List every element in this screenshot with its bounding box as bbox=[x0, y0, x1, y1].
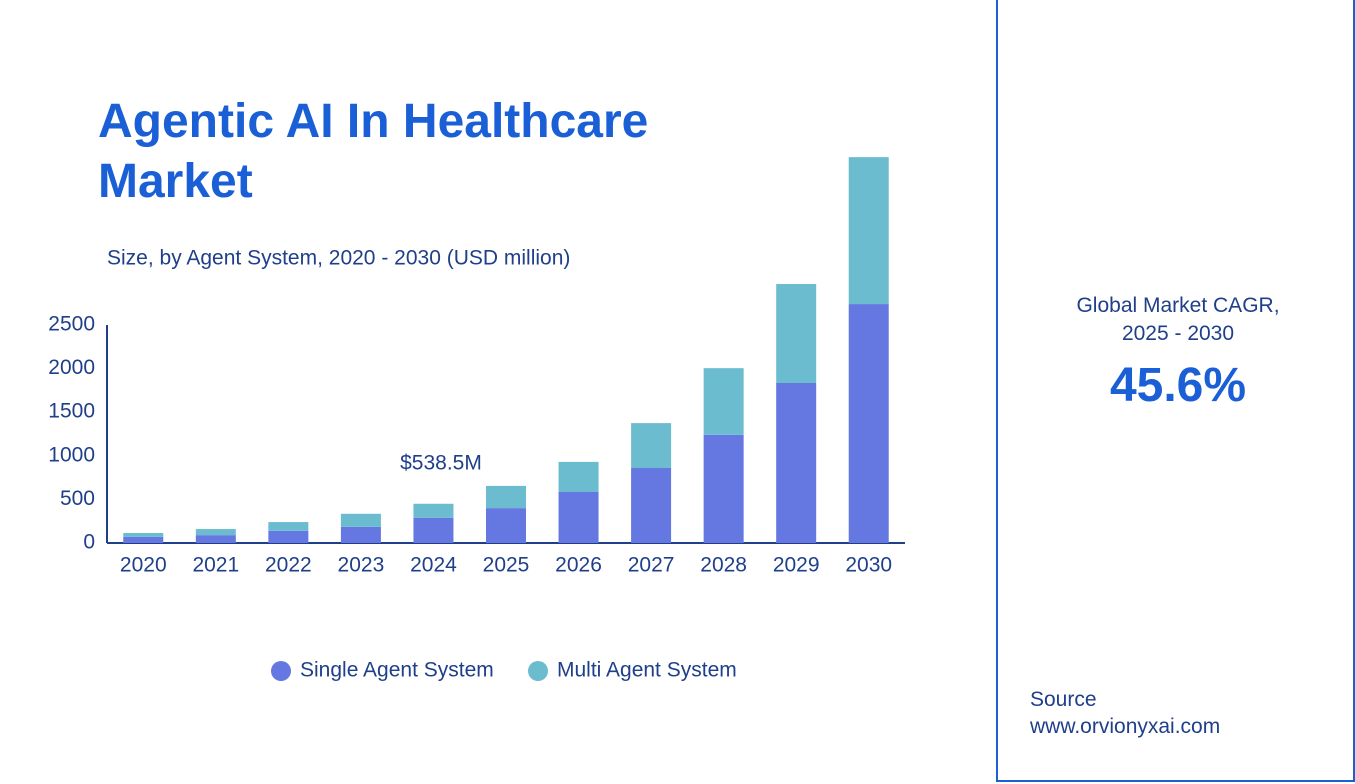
legend-marker bbox=[271, 661, 291, 681]
x-tick-label: 2028 bbox=[700, 554, 747, 577]
chart: Size, by Agent System, 2020 - 2030 (USD … bbox=[48, 157, 905, 682]
cagr-value: 45.6% bbox=[1109, 359, 1247, 412]
source-label: Source bbox=[1030, 688, 1097, 711]
x-tick-label: 2025 bbox=[483, 554, 530, 577]
x-tick-label: 2020 bbox=[120, 554, 167, 577]
x-tick-label: 2027 bbox=[628, 554, 675, 577]
bar-segment bbox=[340, 526, 381, 543]
chart-subtitle: Size, by Agent System, 2020 - 2030 (USD … bbox=[107, 247, 570, 270]
bar-segment bbox=[776, 382, 817, 543]
bar-segment bbox=[703, 434, 744, 543]
x-tick-label: 2021 bbox=[192, 554, 239, 577]
bar-segment bbox=[268, 522, 309, 531]
x-tick-label: 2026 bbox=[555, 554, 602, 577]
source-url: www.orvionyxai.com bbox=[1030, 715, 1221, 738]
bar-segment bbox=[848, 157, 889, 305]
bar-segment bbox=[631, 423, 672, 469]
x-tick-label: 2024 bbox=[410, 554, 457, 577]
legend-label: Single Agent System bbox=[300, 659, 494, 682]
bar-segment bbox=[123, 536, 164, 543]
bar-segment bbox=[413, 503, 454, 518]
cagr-label: Global Market CAGR, 2025 - 2030 bbox=[1076, 294, 1280, 345]
legend-label: Multi Agent System bbox=[557, 659, 737, 682]
bar-segment bbox=[558, 491, 599, 543]
y-tick-label: 2500 bbox=[48, 313, 95, 336]
bar-segment bbox=[558, 461, 599, 492]
bar-segment bbox=[776, 284, 817, 383]
bar-segment bbox=[340, 513, 381, 527]
bar-segment bbox=[195, 529, 236, 536]
x-tick-label: 2022 bbox=[265, 554, 312, 577]
annotation: $538.5M bbox=[400, 452, 482, 475]
y-tick-label: 1500 bbox=[48, 400, 95, 423]
y-tick-label: 2000 bbox=[48, 356, 95, 379]
x-tick-label: 2029 bbox=[773, 554, 820, 577]
bar-segment bbox=[413, 517, 454, 543]
y-tick-label: 500 bbox=[60, 487, 95, 510]
side-panel: Global Market CAGR, 2025 - 2030 45.6% So… bbox=[996, 0, 1355, 782]
y-tick-label: 1000 bbox=[48, 443, 95, 466]
bar-segment bbox=[268, 530, 309, 543]
bar-segment bbox=[703, 368, 744, 435]
legend-marker bbox=[528, 661, 548, 681]
bar-segment bbox=[486, 485, 526, 509]
x-tick-label: 2023 bbox=[338, 554, 385, 577]
chart-title: Agentic AI In Healthcare Market bbox=[98, 95, 649, 208]
bar-segment bbox=[631, 468, 672, 543]
bar-segment bbox=[123, 532, 164, 537]
bar-segment bbox=[195, 535, 236, 543]
x-tick-label: 2030 bbox=[845, 554, 892, 577]
bar-segment bbox=[486, 508, 526, 543]
bar-segment bbox=[848, 304, 889, 543]
y-tick-label: 0 bbox=[83, 531, 95, 554]
